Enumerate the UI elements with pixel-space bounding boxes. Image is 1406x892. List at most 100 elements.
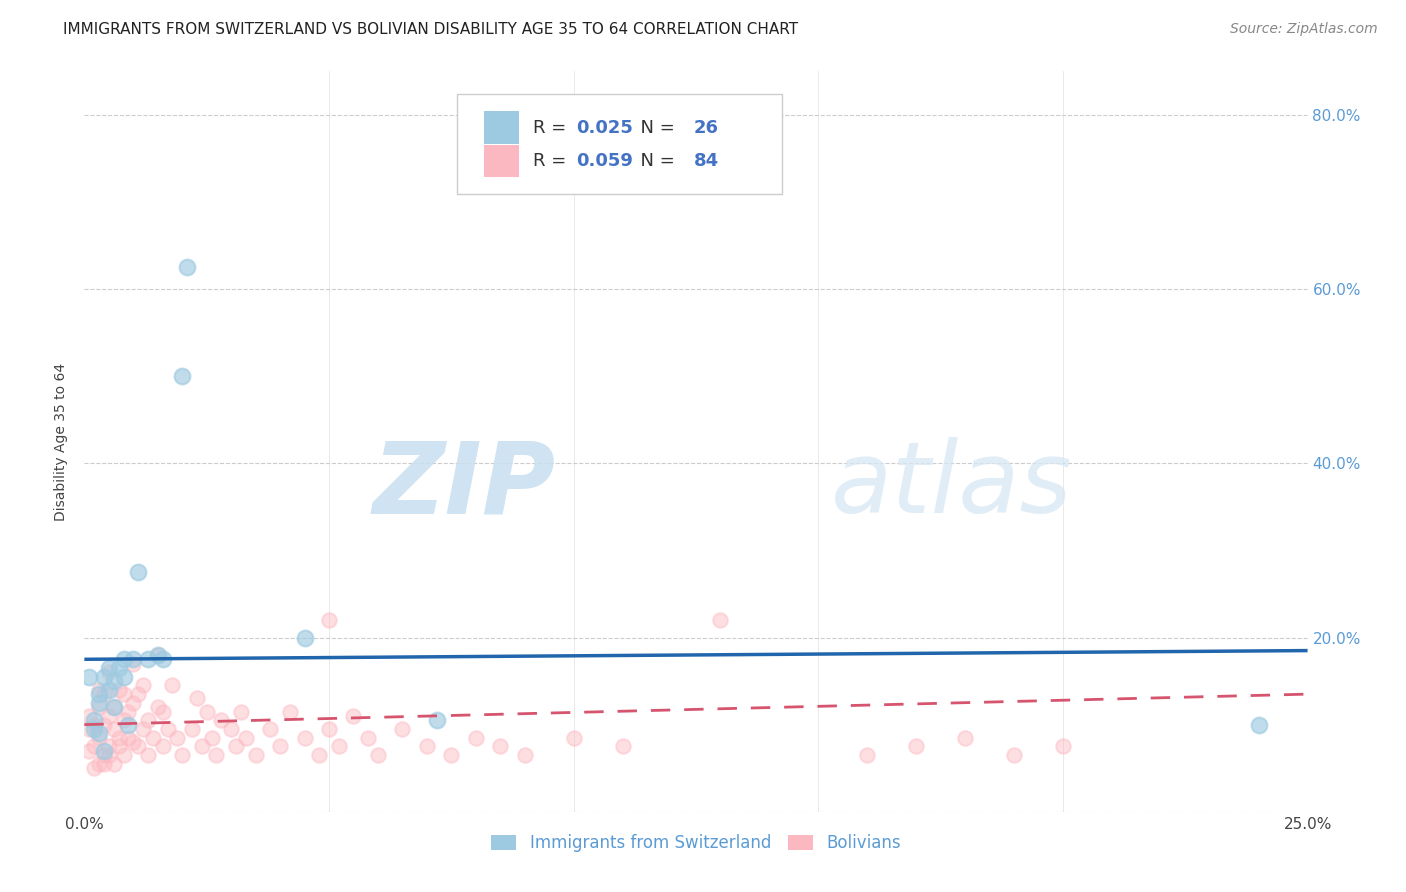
Text: ZIP: ZIP [373,437,555,534]
Text: 0.059: 0.059 [576,152,633,170]
Point [97,748,120,763]
Point [117,731,139,745]
Point [127,687,149,701]
Point [856,748,879,763]
Point [328,739,350,754]
Point [122,657,145,671]
Point [152,739,174,754]
Point [172,369,194,384]
Point [1052,739,1074,754]
Point [87,726,110,740]
Point [195,705,218,719]
Point [77,709,100,723]
Point [97,665,120,680]
Point [117,717,139,731]
Point [87,756,110,771]
Point [172,748,194,763]
Point [83,722,105,736]
Point [259,722,281,736]
Point [132,722,155,736]
Point [112,748,135,763]
Point [205,748,228,763]
FancyBboxPatch shape [484,145,519,178]
Point [342,709,364,723]
Point [103,674,125,689]
Point [294,731,316,745]
Point [142,731,165,745]
Point [117,705,139,719]
Point [225,739,247,754]
Point [83,713,105,727]
Text: 0.025: 0.025 [576,119,633,136]
Point [209,713,232,727]
Point [122,652,145,666]
Point [77,722,100,736]
Point [87,731,110,745]
Point [426,713,449,727]
Point [107,661,129,675]
Point [269,739,291,754]
Point [146,700,169,714]
Text: 84: 84 [693,152,718,170]
Point [229,705,252,719]
Point [103,700,125,714]
Point [318,613,340,627]
Point [122,696,145,710]
Point [97,709,120,723]
Point [191,739,214,754]
Point [112,713,135,727]
Point [103,756,125,771]
Point [464,731,486,745]
Point [219,722,242,736]
Point [136,713,159,727]
Point [107,682,129,697]
Point [107,739,129,754]
Point [156,722,179,736]
Point [103,722,125,736]
Point [112,652,135,666]
Point [308,748,330,763]
Point [97,739,120,754]
Y-axis label: Disability Age 35 to 64: Disability Age 35 to 64 [55,362,69,521]
Point [83,739,105,754]
Point [93,687,115,701]
Point [905,739,928,754]
Legend: Immigrants from Switzerland, Bolivians: Immigrants from Switzerland, Bolivians [485,828,907,859]
Point [136,652,159,666]
Text: N =: N = [628,119,681,136]
Point [166,731,188,745]
Point [127,565,149,579]
Point [122,735,145,749]
Point [107,731,129,745]
Point [127,739,149,754]
Point [93,670,115,684]
Point [87,682,110,697]
Text: Source: ZipAtlas.com: Source: ZipAtlas.com [1230,22,1378,37]
Point [87,696,110,710]
Point [112,687,135,701]
Text: N =: N = [628,152,681,170]
Point [93,748,115,763]
Point [87,700,110,714]
Point [87,687,110,701]
Point [162,678,184,692]
Point [416,739,439,754]
Point [1247,717,1270,731]
Point [83,761,105,775]
Point [97,682,120,697]
Point [186,691,208,706]
Point [367,748,389,763]
Text: atlas: atlas [831,437,1073,534]
Point [709,613,731,627]
Point [489,739,512,754]
Point [93,717,115,731]
Text: IMMIGRANTS FROM SWITZERLAND VS BOLIVIAN DISABILITY AGE 35 TO 64 CORRELATION CHAR: IMMIGRANTS FROM SWITZERLAND VS BOLIVIAN … [63,22,799,37]
Point [132,678,155,692]
Point [440,748,463,763]
Point [357,731,380,745]
Point [152,652,174,666]
Point [513,748,536,763]
Point [77,670,100,684]
Point [83,717,105,731]
Text: R =: R = [533,119,572,136]
